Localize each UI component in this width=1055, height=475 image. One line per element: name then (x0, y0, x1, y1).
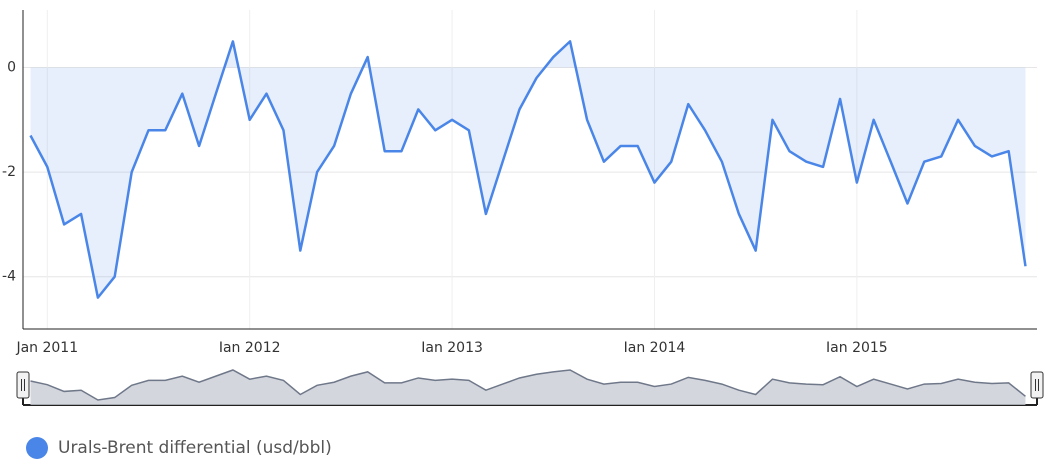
line (29, 40, 1027, 299)
navigator-handle-right[interactable] (1030, 371, 1044, 399)
area (30, 41, 1026, 298)
y-tick-label: -4 (2, 269, 16, 285)
navigator-handle-left[interactable] (16, 371, 30, 399)
y-tick-label: 0 (7, 60, 16, 76)
legend-symbol[interactable] (26, 437, 48, 459)
navigator-line (30, 369, 1026, 401)
navigator-area (30, 370, 1026, 405)
legend-label[interactable]: Urals-Brent differential (usd/bbl) (58, 438, 332, 458)
y-tick-label: -2 (2, 164, 16, 180)
